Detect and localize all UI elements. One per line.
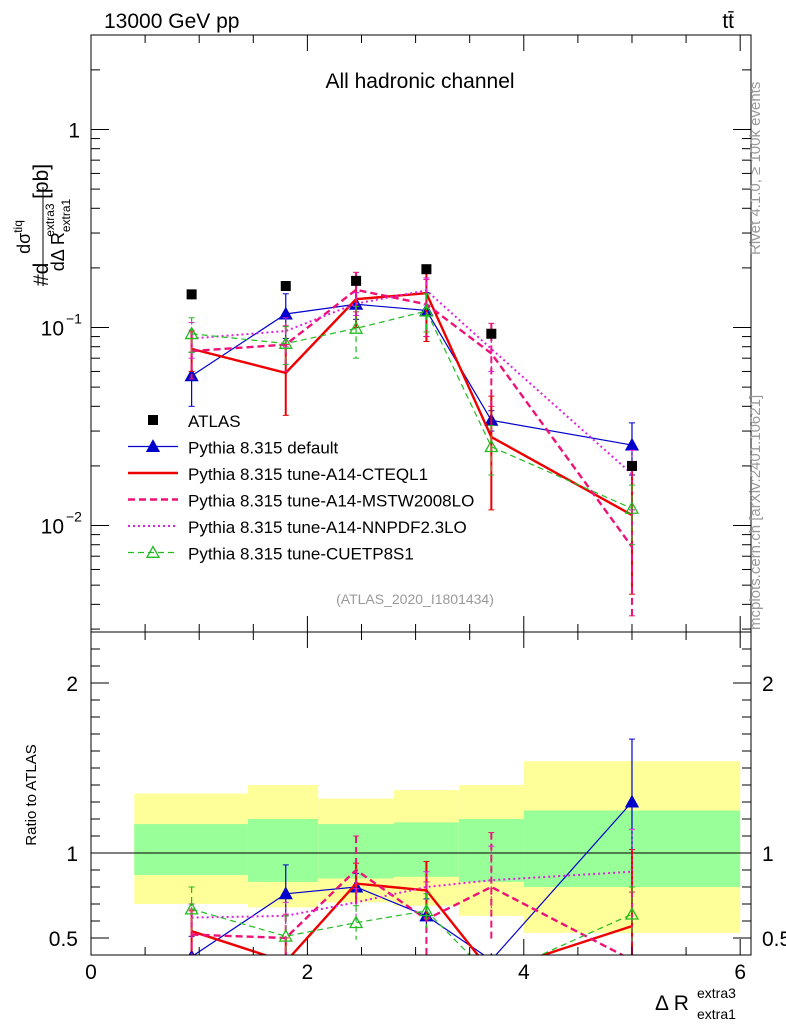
xtick-label: 2 (302, 961, 314, 984)
y-label-numer-text: dσ (14, 233, 34, 254)
ratio-series-marker (624, 794, 640, 808)
mcplots-label: mcplots.cern.ch [arXiv:2401.10621] (747, 395, 764, 630)
legend-label: Pythia 8.315 tune-A14-CTEQL1 (188, 465, 428, 484)
legend-atlas-label: ATLAS (188, 412, 241, 431)
atlas-data-group (186, 264, 637, 471)
process-label: tt̄ (722, 10, 734, 33)
main-series-marker (624, 501, 640, 514)
ratio-uncertainty-bands (134, 761, 741, 933)
xtick-label: 0 (85, 961, 97, 984)
energy-label: 13000 GeV pp (104, 10, 239, 33)
main-ytick-label: 1 (68, 119, 80, 142)
x-axis-label: Δ R extra3 extra1 (655, 985, 736, 1022)
ratio-plot-panel: 0.5 0.5 1 1 2 2 0 2 4 6 (49, 631, 786, 984)
main-plot-panel: 10 −210 −11 All hadronic channel (ATLAS_20… (41, 34, 752, 633)
xtick-label: 4 (518, 961, 530, 984)
legend-label: Pythia 8.315 tune-A14-NNPDF2.3LO (188, 518, 467, 537)
atlas-data-point (626, 460, 637, 471)
main-y-axis-label-text: #d [pb] (30, 164, 53, 286)
atlas-data-point (486, 328, 497, 339)
legend-label: Pythia 8.315 default (188, 439, 339, 458)
legend-marker (145, 545, 161, 558)
y-label-numerator: dσtiq (11, 220, 34, 254)
x-axis-label-text: Δ R (655, 992, 689, 1015)
ratio-series-line (191, 908, 633, 955)
x-axis-label-sub: extra1 (697, 1006, 736, 1022)
main-ytick-label: 10 (41, 318, 64, 341)
rivet-label: Rivet 4.1.0, ≥ 100k events (747, 82, 764, 255)
legend-marker (145, 439, 161, 452)
main-series-marker (278, 336, 293, 349)
ratio-ytick-label-right: 2 (762, 673, 774, 696)
main-series-marker (484, 439, 499, 453)
atlas-data-point (186, 289, 197, 300)
atlas-data-point (351, 275, 362, 286)
x-axis-label-sup: extra3 (697, 985, 736, 1001)
ratio-series-group (184, 738, 640, 982)
main-series-marker (419, 303, 434, 317)
ratio-series-marker (624, 906, 640, 920)
y-label-numer-sup: tiq (11, 220, 25, 233)
y-label-denominator: dΔ Rextra1extra3 (43, 198, 73, 271)
ratio-series-marker (490, 952, 493, 955)
ratio-series-marker (188, 949, 195, 955)
main-series-marker (348, 321, 364, 334)
ratio-ytick-label: 2 (66, 673, 78, 696)
legend-atlas-marker (148, 415, 158, 425)
ratio-series-marker (184, 901, 199, 915)
y-label-denom-text: dΔ R (48, 232, 68, 271)
main-series-line (191, 310, 633, 509)
channel-label: All hadronic channel (325, 70, 514, 93)
ratio-series-line (193, 801, 633, 955)
ratio-ytick-label: 0.5 (49, 928, 78, 951)
main-series-marker (184, 326, 199, 340)
xtick-label: 6 (734, 961, 746, 984)
ratio-series-line (191, 882, 633, 955)
ratio-y-axis-label: Ratio to ATLAS (23, 744, 40, 845)
main-series-pythia-8-315-tune-cuetp8s1 (184, 293, 640, 546)
ratio-series-marker (348, 915, 364, 929)
main-ytick-label: 10 (41, 516, 64, 539)
main-y-axis-label: #d [pb] dσtiq dΔ Rextra1extra3 (11, 164, 73, 286)
main-ytick-exponent: −2 (66, 509, 82, 525)
ratio-series-marker (485, 971, 497, 982)
main-series-line (191, 289, 633, 475)
ratio-ytick-label: 1 (66, 843, 78, 866)
main-axis-ticks: 10 −210 −11 (41, 34, 751, 632)
main-ytick-exponent: −1 (66, 311, 82, 327)
ratio-series-pythia-8-315-tune-cuetp8s1 (184, 886, 640, 982)
ratio-ytick-label-right: 1 (762, 843, 774, 866)
y-label-prefix: #d (30, 263, 53, 286)
analysis-id-label: (ATLAS_2020_I1801434) (336, 591, 494, 607)
main-plot-frame (90, 34, 752, 633)
y-label-denom-sup: extra3 (43, 203, 57, 237)
atlas-data-point (421, 264, 432, 275)
inner-uncertainty-band (134, 824, 248, 876)
ratio-series-line (191, 870, 633, 919)
legend-label: Pythia 8.315 tune-A14-MSTW2008LO (188, 492, 474, 511)
ratio-series-marker (419, 903, 434, 917)
ratio-series-marker (278, 928, 293, 942)
main-series-line (191, 303, 633, 446)
ratio-plot-frame (90, 631, 752, 956)
ratio-series-marker (278, 886, 293, 900)
ratio-ytick-label-right: 0.5 (762, 928, 786, 951)
legend: ATLAS Pythia 8.315 default Pythia 8.315 tu… (128, 412, 474, 564)
legend-label: Pythia 8.315 tune-CUETP8S1 (188, 545, 414, 564)
main-series-line (191, 288, 633, 548)
inner-uncertainty-band (247, 819, 319, 882)
ratio-axis-ticks: 0.5 0.5 1 1 2 2 0 2 4 6 (49, 631, 786, 984)
y-label-denom-sub: extra1 (59, 198, 73, 232)
y-label-unit: [pb] (30, 164, 53, 199)
atlas-data-point (280, 281, 291, 292)
